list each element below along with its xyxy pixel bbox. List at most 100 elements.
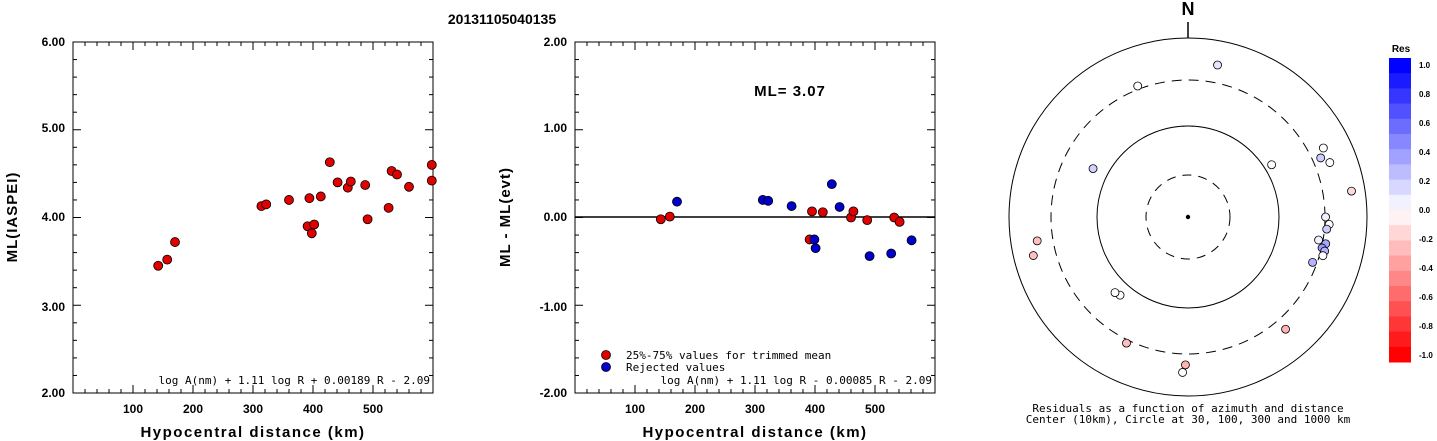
p1-xtick-500: 500 bbox=[363, 402, 383, 416]
colorbar-cell-11 bbox=[1389, 225, 1411, 241]
p1-ytick-2: 4.00 bbox=[42, 210, 66, 224]
north-label: N bbox=[1182, 0, 1195, 19]
colorbar-cell-12 bbox=[1389, 240, 1411, 257]
p2-x-axis-label: Hypocentral distance (km) bbox=[642, 424, 867, 441]
p1-y-axis-label: ML(IASPEI) bbox=[4, 172, 21, 263]
panel1-frame bbox=[72, 41, 434, 394]
cbar-tick-9: -0.8 bbox=[1419, 322, 1433, 331]
epicenter-dot bbox=[1185, 214, 1191, 220]
p1-point-12 bbox=[332, 177, 343, 188]
colorbar-cell-16 bbox=[1389, 301, 1411, 317]
cbar-tick-7: -0.4 bbox=[1419, 264, 1433, 273]
p2-formula: log A(nm) + 1.11 log R - 0.00085 R - 2.0… bbox=[660, 374, 932, 387]
polar-point-24 bbox=[1032, 236, 1042, 246]
panel1-y-tick-labels: 2.00 3.00 4.00 5.00 6.00 bbox=[42, 35, 66, 400]
p1-ytick-1: 3.00 bbox=[42, 300, 66, 314]
p1-point-5 bbox=[284, 195, 294, 205]
panel1-points bbox=[153, 157, 437, 271]
cbar-tick-2: 0.6 bbox=[1419, 119, 1431, 128]
ring-100km bbox=[1096, 125, 1280, 309]
panel-residual-vs-distance: 2.00 1.00 0.00 -1.00 -2.00 100 200 300 4… bbox=[497, 35, 936, 441]
cbar-tick-6: -0.2 bbox=[1419, 235, 1433, 244]
polar-caption-line2: Center (10km), Circle at 30, 100, 300 an… bbox=[1026, 413, 1351, 426]
polar-point-19 bbox=[1178, 368, 1187, 377]
p1-point-7 bbox=[304, 193, 315, 204]
cbar-tick-10: -1.0 bbox=[1419, 351, 1433, 360]
cbar-tick-5: 0.0 bbox=[1419, 206, 1431, 215]
p2-trimmed-point-7 bbox=[862, 215, 873, 226]
p1-point-19 bbox=[392, 169, 402, 180]
colorbar-cell-15 bbox=[1389, 286, 1411, 302]
polar-caption-line1: Residuals as a function of azimuth and d… bbox=[1032, 402, 1343, 415]
polar-point-5 bbox=[1316, 153, 1326, 163]
p1-point-1 bbox=[162, 254, 173, 265]
colorbar-cell-3 bbox=[1389, 103, 1411, 120]
p2-trimmed-point-4 bbox=[817, 207, 828, 218]
colorbar-cell-10 bbox=[1389, 210, 1411, 226]
p1-point-4 bbox=[261, 199, 272, 210]
legend-marker-rejected bbox=[601, 362, 611, 372]
p2-rejected-point-5 bbox=[810, 243, 821, 254]
polar-point-6 bbox=[1325, 158, 1335, 167]
p1-point-20 bbox=[404, 181, 414, 192]
panel1-x-tick-labels: 100 200 300 400 500 bbox=[123, 402, 383, 416]
ring-30km bbox=[1145, 174, 1231, 260]
colorbar-title: Res bbox=[1392, 44, 1411, 55]
p1-ytick-0: 2.00 bbox=[42, 386, 66, 400]
p1-point-21 bbox=[426, 159, 437, 170]
p2-ytick-4: -2.00 bbox=[540, 386, 568, 400]
cbar-tick-4: 0.2 bbox=[1419, 177, 1431, 186]
p1-point-17 bbox=[383, 202, 394, 213]
cbar-tick-1: 0.8 bbox=[1419, 90, 1431, 99]
polar-point-18 bbox=[1181, 360, 1190, 370]
colorbar-cell-17 bbox=[1389, 316, 1411, 333]
p2-rejected-point-8 bbox=[864, 251, 875, 262]
p2-ytick-0: 2.00 bbox=[544, 35, 568, 49]
polar-point-4 bbox=[1318, 143, 1328, 153]
legend-label-rejected: Rejected values bbox=[626, 361, 725, 374]
polar-point-2 bbox=[1088, 164, 1098, 174]
p2-xtick-500: 500 bbox=[865, 402, 885, 416]
polar-point-3 bbox=[1267, 160, 1277, 170]
colorbar-cell-7 bbox=[1389, 164, 1411, 181]
p1-point-8 bbox=[306, 228, 317, 239]
p1-ytick-4: 6.00 bbox=[42, 35, 66, 49]
polar-point-16 bbox=[1308, 257, 1317, 267]
polar-point-22 bbox=[1110, 288, 1120, 297]
p2-xtick-400: 400 bbox=[805, 402, 825, 416]
colorbar-cell-2 bbox=[1389, 88, 1411, 105]
p2-xtick-200: 200 bbox=[685, 402, 705, 416]
colorbar-cell-0 bbox=[1389, 58, 1411, 74]
colorbar-cell-19 bbox=[1389, 346, 1411, 363]
ml-value-annotation: ML= 3.07 bbox=[754, 83, 826, 100]
p2-trimmed-point-6 bbox=[848, 206, 859, 217]
p1-point-11 bbox=[324, 157, 335, 168]
p1-point-14 bbox=[345, 176, 356, 187]
p1-x-axis-label: Hypocentral distance (km) bbox=[140, 424, 365, 441]
ring-1000km bbox=[1008, 37, 1368, 397]
p2-rejected-point-10 bbox=[906, 235, 917, 246]
p2-rejected-point-9 bbox=[886, 248, 897, 259]
colorbar-cell-8 bbox=[1389, 179, 1411, 196]
polar-point-23 bbox=[1028, 251, 1038, 260]
p1-point-9 bbox=[309, 219, 320, 230]
colorbar-cell-13 bbox=[1389, 255, 1411, 272]
polar-points bbox=[1028, 60, 1356, 377]
p2-rejected-point-7 bbox=[834, 202, 845, 212]
p1-xtick-300: 300 bbox=[243, 402, 263, 416]
legend-label-trimmed: 25%-75% values for trimmed mean bbox=[626, 349, 831, 362]
p2-ytick-3: -1.00 bbox=[540, 300, 568, 314]
polar-point-10 bbox=[1322, 224, 1332, 234]
colorbar-cell-6 bbox=[1389, 149, 1411, 165]
p2-rejected-point-2 bbox=[763, 195, 774, 206]
colorbar-cell-1 bbox=[1389, 73, 1411, 89]
colorbar-cell-14 bbox=[1389, 270, 1411, 287]
p1-formula: log A(nm) + 1.11 log R + 0.00189 R - 2.0… bbox=[158, 374, 430, 387]
panel2-y-tick-labels: 2.00 1.00 0.00 -1.00 -2.00 bbox=[540, 35, 568, 400]
polar-point-17 bbox=[1281, 324, 1290, 334]
polar-point-0 bbox=[1213, 60, 1222, 70]
polar-point-7 bbox=[1347, 186, 1356, 196]
p2-ytick-1: 1.00 bbox=[544, 121, 568, 135]
cbar-tick-3: 0.4 bbox=[1419, 148, 1431, 157]
